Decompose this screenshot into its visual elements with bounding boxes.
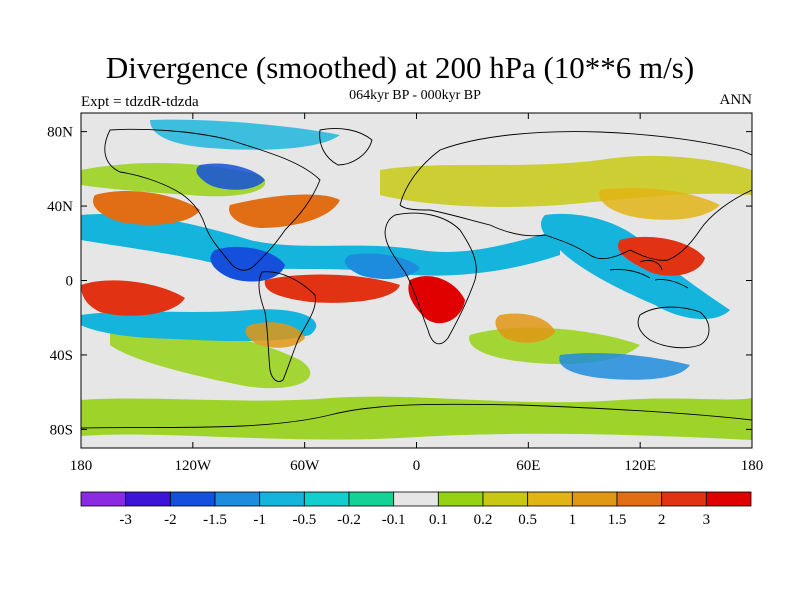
lat-label: 0 xyxy=(66,274,74,290)
coastline-indonesia xyxy=(609,259,689,289)
colorbar xyxy=(80,491,752,507)
longitude-labels: 180 120W 60W 0 60E 120E 180 xyxy=(70,458,764,474)
pacific-convergence-band xyxy=(81,214,560,276)
colorbar-swatch xyxy=(661,491,707,507)
colorbar-label: 3 xyxy=(703,512,711,528)
experiment-label: Expt = tdzdR-tdzda xyxy=(81,94,199,110)
lon-label: 120W xyxy=(174,458,212,474)
period-label: 064kyr BP - 000kyr BP xyxy=(349,88,481,103)
coastline-eurasia xyxy=(399,131,752,261)
east-asia-divergence xyxy=(599,188,720,220)
colorbar-label: 0.2 xyxy=(474,512,493,528)
lon-label: 60W xyxy=(290,458,320,474)
south-pacific-convergence xyxy=(559,353,690,380)
central-pacific-divergence xyxy=(81,280,185,316)
colorbar-swatch xyxy=(393,491,439,507)
colorbar-label: -2 xyxy=(164,512,177,528)
lon-label: 180 xyxy=(70,458,93,474)
colorbar-label: -0.1 xyxy=(382,512,406,528)
colorbar-swatch xyxy=(80,491,127,507)
lat-label: 40S xyxy=(50,348,73,364)
axis-ticks xyxy=(80,113,753,448)
north-atlantic-convergence xyxy=(196,163,265,190)
latitude-labels: 80N 40N 0 40S 80S xyxy=(47,125,73,439)
colorbar-label: 1 xyxy=(569,512,577,528)
colorbar-swatch xyxy=(705,491,752,507)
lon-label: 0 xyxy=(413,458,421,474)
colorbar-swatch xyxy=(437,491,484,507)
colorbar-swatch xyxy=(616,491,663,507)
colorbar-swatch xyxy=(259,491,305,507)
colorbar-labels: -3 -2 -1.5 -1 -0.5 -0.2 -0.1 0.1 0.2 0.5 1 1.5 2 3 xyxy=(119,512,710,528)
lon-label: 120E xyxy=(624,458,656,474)
colorbar-label: -0.5 xyxy=(292,512,316,528)
southeast-pacific-divergence xyxy=(245,322,305,348)
lat-label: 80N xyxy=(47,125,73,141)
maritime-continent-divergence xyxy=(618,236,705,276)
season-label: ANN xyxy=(719,92,753,108)
coastline-south-america xyxy=(258,271,316,382)
colorbar-swatch xyxy=(214,491,261,507)
coastline-greenland xyxy=(319,128,373,166)
lon-label: 180 xyxy=(741,458,764,474)
east-pacific-convergence xyxy=(210,246,285,282)
colorbar-swatch xyxy=(348,491,395,507)
africa-divergence xyxy=(408,276,465,324)
coastline-antarctica xyxy=(81,403,752,429)
colorbar-swatch xyxy=(303,491,350,507)
south-indian-divergence xyxy=(495,313,555,343)
north-atlantic-divergence xyxy=(229,194,340,228)
coastline-africa xyxy=(384,212,477,345)
colorbar-label: 0.1 xyxy=(429,512,448,528)
north-pacific-divergence xyxy=(92,190,200,225)
colorbar-label: 1.5 xyxy=(608,512,627,528)
colorbar-label: -1 xyxy=(253,512,266,528)
coastline-australia xyxy=(637,306,710,349)
colorbar-label: -0.2 xyxy=(337,512,361,528)
lat-label: 80S xyxy=(50,422,73,438)
colorbar-label: -3 xyxy=(119,512,132,528)
southern-mid-latitude-band xyxy=(110,327,311,389)
colorbar-label: -1.5 xyxy=(203,512,227,528)
lon-label: 60E xyxy=(516,458,540,474)
plot-title: Divergence (smoothed) at 200 hPa (10**6 … xyxy=(105,50,695,85)
indian-ocean-convergence xyxy=(540,213,730,320)
lat-label: 40N xyxy=(47,199,73,215)
colorbar-swatch xyxy=(527,491,573,507)
colorbar-label: 2 xyxy=(658,512,666,528)
arctic-convergence xyxy=(150,119,340,150)
colorbar-swatch xyxy=(571,491,618,507)
colorbar-label: 0.5 xyxy=(518,512,537,528)
colorbar-swatch xyxy=(482,491,529,507)
colorbar-swatch xyxy=(169,491,216,507)
colorbar-swatch xyxy=(125,491,171,507)
southern-ocean-band xyxy=(81,396,752,440)
coastline-north-america xyxy=(104,128,321,271)
contour-field xyxy=(81,113,752,448)
atlantic-convergence xyxy=(344,253,420,280)
coastlines xyxy=(81,128,752,429)
